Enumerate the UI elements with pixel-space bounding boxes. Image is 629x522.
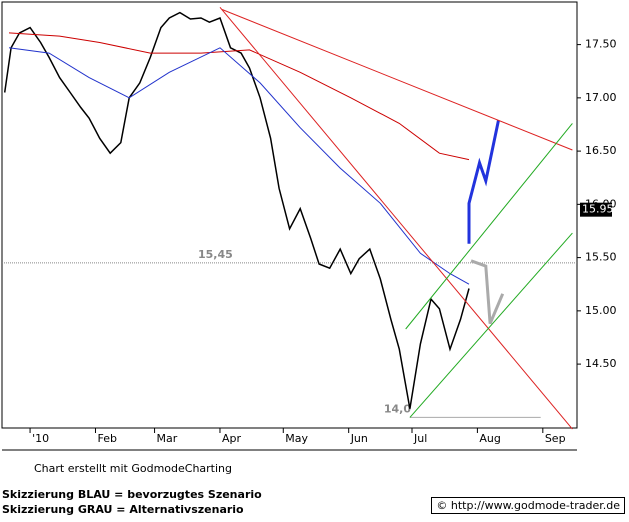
url[interactable]: © http://www.godmode-trader.de — [431, 497, 625, 514]
series-line — [221, 9, 573, 151]
x-tick-label: Jul — [413, 432, 427, 445]
y-tick-label: 15.50 — [585, 251, 617, 264]
x-tick-label: Jun — [350, 432, 368, 445]
series-line — [3, 11, 470, 409]
series-line — [467, 119, 500, 244]
y-tick-label: 15.00 — [585, 304, 617, 317]
series-line — [409, 232, 573, 418]
series-line — [8, 32, 470, 161]
x-tick-label: Mar — [157, 432, 178, 445]
x-tick-label: Apr — [222, 432, 242, 445]
level-label: 14,0 — [384, 402, 411, 415]
y-tick-label: 14.50 — [585, 357, 617, 370]
y-tick-label: 17.50 — [585, 38, 617, 51]
series-line — [470, 259, 505, 325]
note: Skizzierung BLAU = bevorzugtes Szenario — [2, 488, 262, 501]
chart: 14.5015.0015.5016.0016.5017.0017.50'10Fe… — [1, 1, 617, 451]
last-price-label: 15.95 — [582, 203, 614, 216]
legend-notes: Skizzierung BLAU = bevorzugtes Szenario … — [2, 487, 262, 517]
credit: Chart erstellt mit GodmodeCharting — [34, 462, 232, 475]
series-line — [219, 6, 573, 430]
y-tick-label: 17.00 — [585, 91, 617, 104]
x-tick-label: '10 — [32, 432, 49, 445]
series-line — [405, 123, 573, 330]
level-label: 15,45 — [198, 248, 233, 261]
plot-frame — [1, 1, 578, 429]
note: Skizzierung GRAU = Alternativszenario — [2, 503, 244, 516]
x-tick-label: Sep — [545, 432, 566, 445]
series-line — [8, 47, 470, 285]
y-tick-label: 16.50 — [585, 144, 617, 157]
x-tick-label: Aug — [479, 432, 500, 445]
last-price-tag — [580, 202, 612, 217]
x-tick-label: Feb — [97, 432, 116, 445]
x-tick-label: May — [285, 432, 308, 445]
